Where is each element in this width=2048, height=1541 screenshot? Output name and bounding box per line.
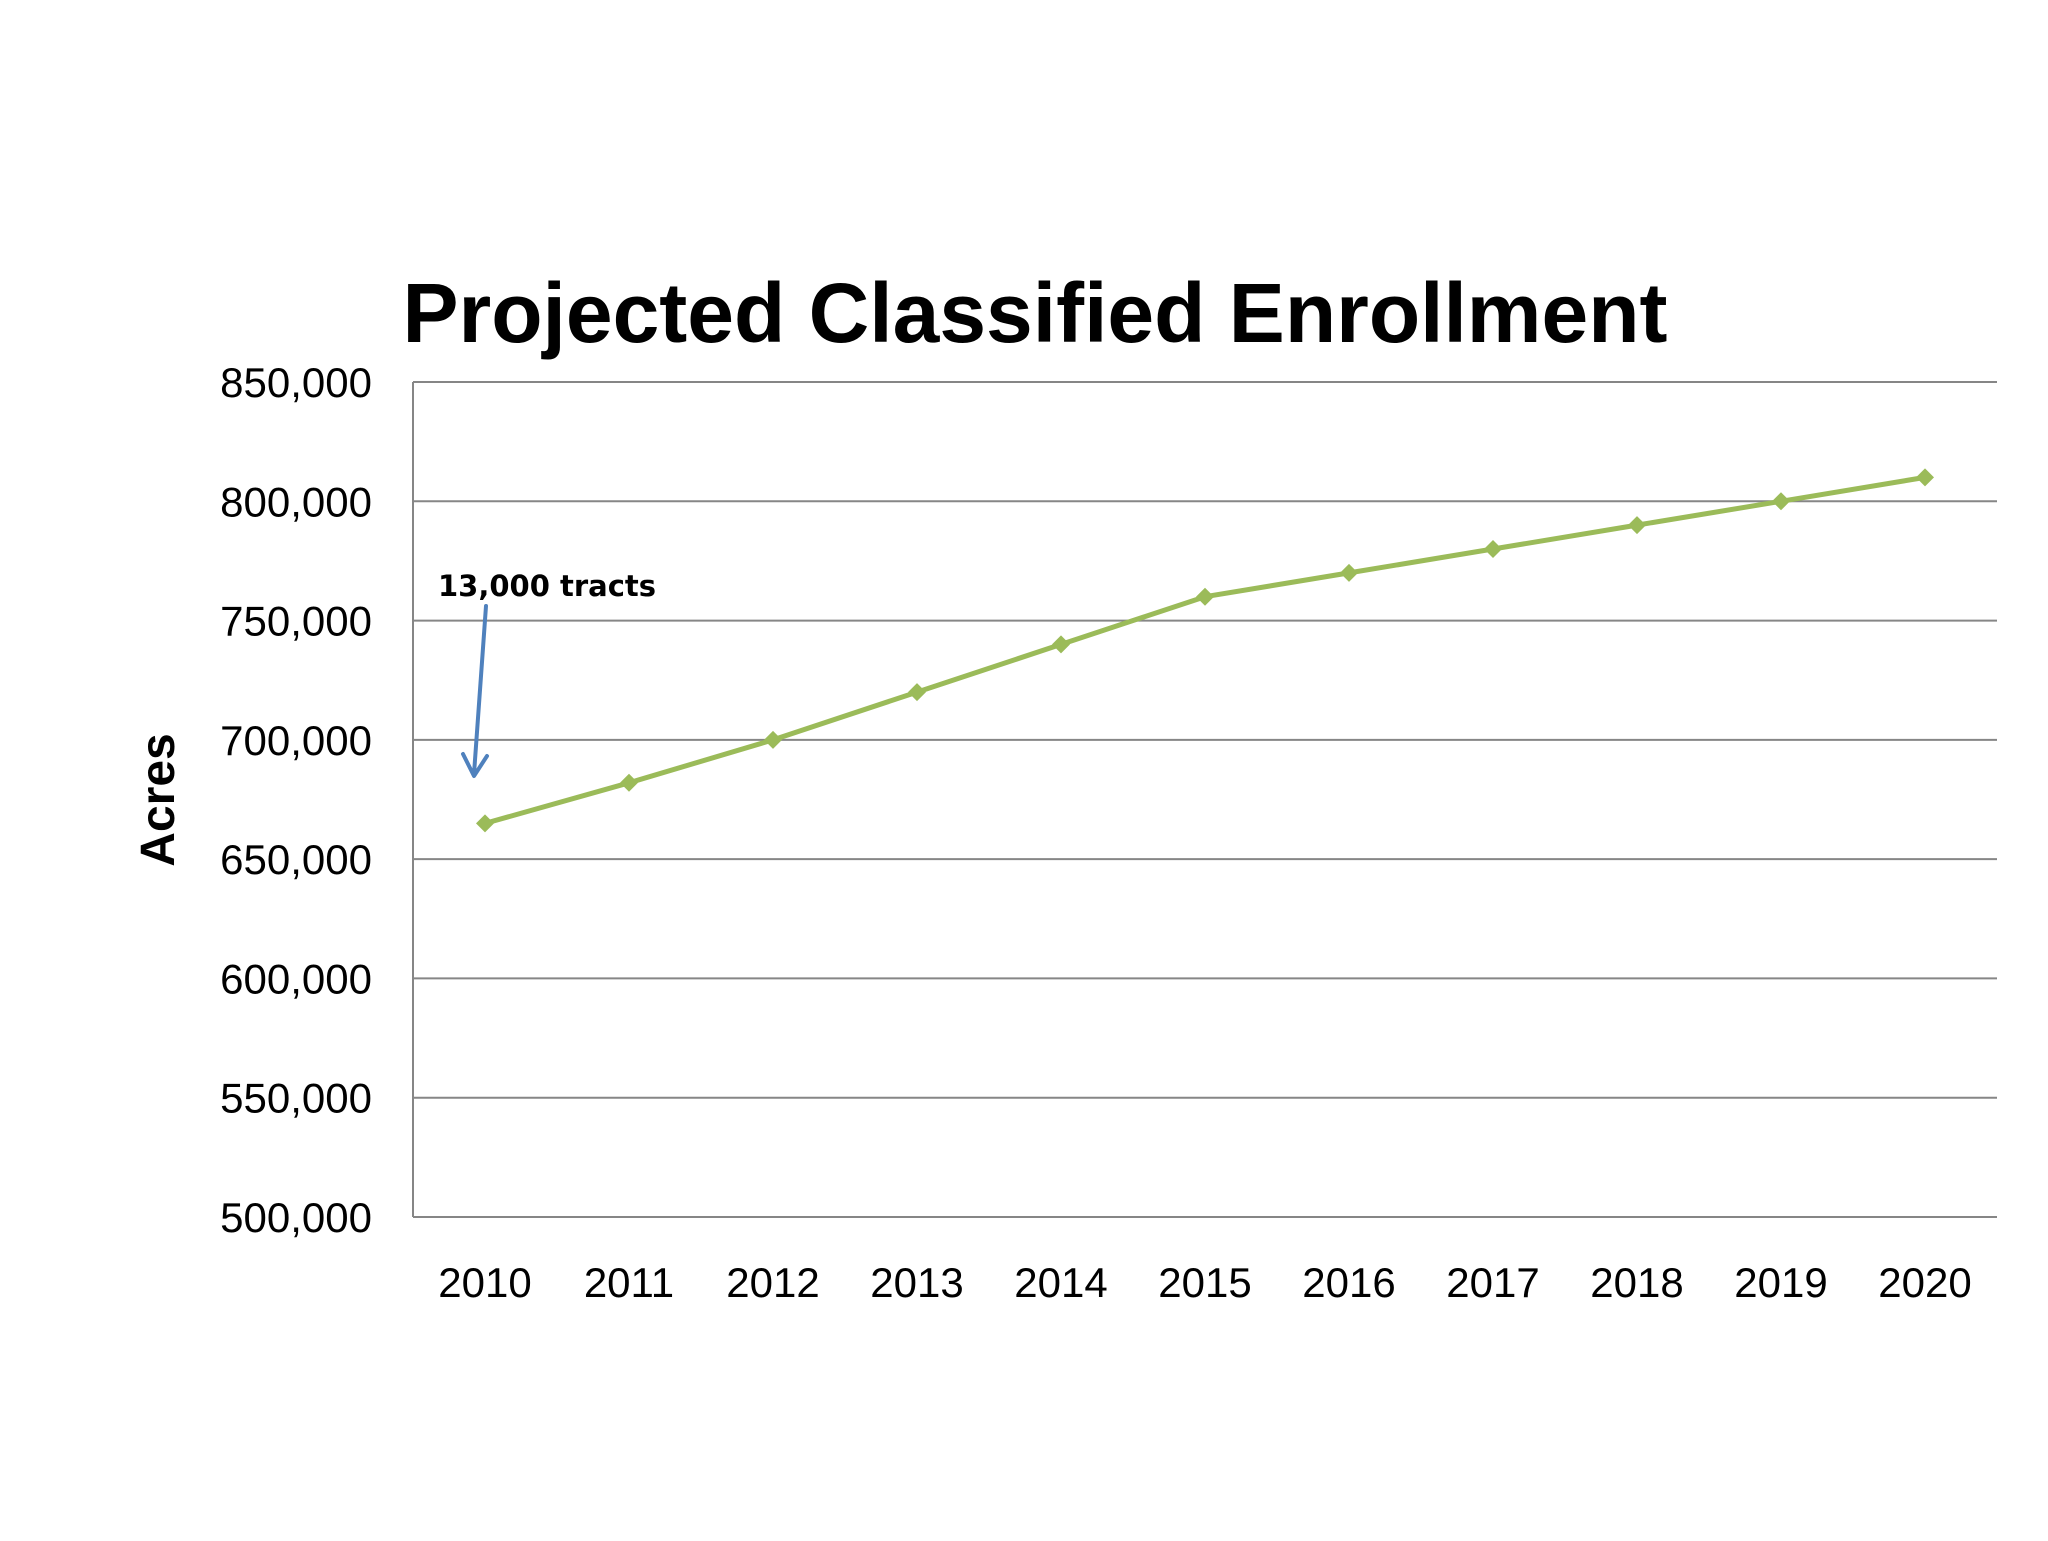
x-tick-label-2015: 2015 — [1158, 1259, 1251, 1306]
data-point-2015 — [1196, 587, 1214, 606]
data-point-2011 — [620, 773, 638, 792]
grid-lines — [413, 381, 1997, 1099]
data-point-2012 — [764, 730, 782, 749]
x-tick-label-2019: 2019 — [1734, 1259, 1827, 1306]
data-point-2014 — [1052, 635, 1070, 654]
data-point-2019 — [1772, 492, 1790, 511]
data-point-2020 — [1916, 468, 1934, 487]
x-tick-label-2011: 2011 — [584, 1259, 674, 1306]
annotation-text: 13,000 tracts — [438, 569, 656, 603]
y-tick-label-650000: 650,000 — [220, 836, 372, 883]
y-tick-label-850000: 850,000 — [220, 359, 372, 406]
x-axis-tick-labels: 2010 2011 2012 2013 2014 2015 2016 2017 2018 2019… — [438, 1259, 1971, 1306]
chart-title: Projected Classified Enrollment — [402, 266, 1667, 360]
annotation-arrow — [461, 604, 489, 778]
x-tick-label-2014: 2014 — [1014, 1259, 1107, 1306]
data-point-2018 — [1628, 516, 1646, 535]
y-tick-label-600000: 600,000 — [220, 955, 372, 1002]
series-line-group — [476, 468, 1934, 833]
y-tick-label-500000: 500,000 — [220, 1194, 372, 1241]
data-point-2017 — [1484, 540, 1502, 558]
series-line-0 — [484, 474, 1926, 826]
annotation-13000-tracts: 13,000 tracts — [438, 569, 656, 778]
x-tick-label-2018: 2018 — [1590, 1259, 1683, 1306]
data-point-2010 — [476, 814, 494, 833]
y-tick-label-800000: 800,000 — [220, 478, 372, 525]
data-point-2016 — [1340, 563, 1358, 582]
data-point-2013 — [908, 683, 926, 702]
x-tick-label-2012: 2012 — [726, 1259, 819, 1306]
x-tick-label-2017: 2017 — [1446, 1259, 1539, 1306]
y-tick-label-550000: 550,000 — [220, 1075, 372, 1122]
y-tick-label-700000: 700,000 — [220, 717, 372, 764]
x-tick-label-2020: 2020 — [1878, 1259, 1971, 1306]
y-axis-title: Acres — [132, 733, 185, 866]
y-tick-label-750000: 750,000 — [220, 598, 372, 645]
x-tick-label-2013: 2013 — [870, 1259, 963, 1306]
x-tick-label-2010: 2010 — [438, 1259, 531, 1306]
y-axis-tick-labels: 500,000 550,000 600,000 650,000 700,000 750,0… — [220, 359, 372, 1241]
x-tick-label-2016: 2016 — [1302, 1259, 1395, 1306]
